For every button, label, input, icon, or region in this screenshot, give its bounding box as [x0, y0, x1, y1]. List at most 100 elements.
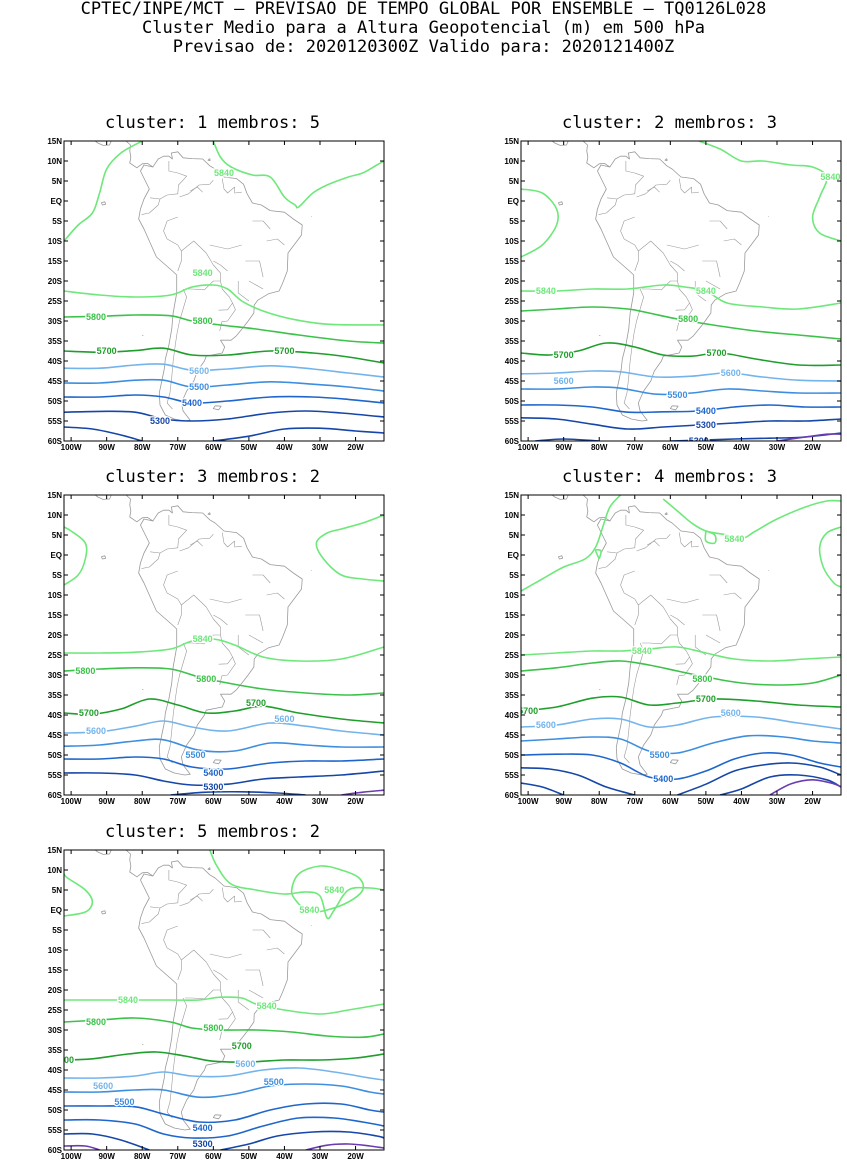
contour-line-c5600	[521, 716, 841, 729]
lat-tick-label: 15N	[47, 137, 62, 146]
lat-tick-label: 35S	[48, 691, 63, 700]
contour-line-c5600	[64, 721, 384, 735]
country-border	[692, 187, 699, 193]
lat-tick-label: 50S	[48, 397, 63, 406]
contour-label: 5600	[93, 1081, 113, 1091]
contour-line-c5840	[521, 285, 841, 309]
contour-label: 5800	[86, 312, 106, 322]
country-border	[621, 571, 639, 625]
lat-tick-label: 55S	[48, 1126, 63, 1135]
country-border	[245, 970, 263, 986]
country-border	[235, 541, 242, 547]
country-border	[252, 575, 270, 583]
country-border	[249, 281, 263, 289]
contour-line-c5300	[720, 775, 841, 795]
coastline-central-america	[570, 138, 610, 168]
contour-label: 5400	[696, 406, 716, 416]
contour-line-c5400	[64, 1117, 384, 1138]
lat-tick-label: 5S	[509, 571, 519, 580]
contour-line-c5400	[521, 405, 841, 413]
lon-tick-label: 90W	[98, 443, 115, 452]
contour-label: 5840	[257, 1001, 277, 1011]
lon-tick-label: 20W	[347, 797, 364, 806]
contour-label: 5500	[186, 750, 206, 760]
contour-label: 5800	[75, 666, 95, 676]
figure-header: CPTEC/INPE/MCT — PREVISAO DE TEMPO GLOBA…	[0, 0, 847, 57]
contour-label: 5700	[707, 348, 727, 358]
lat-tick-label: 40S	[48, 357, 63, 366]
country-border	[190, 187, 202, 192]
contour-label: 5500	[650, 750, 670, 760]
lat-tick-label: 35S	[48, 337, 63, 346]
contour-line-c5200	[306, 1144, 384, 1150]
contour-line-c5600	[64, 1068, 384, 1080]
lat-tick-label: 45S	[48, 731, 63, 740]
contour-label: 5300	[193, 1139, 213, 1149]
island	[101, 911, 105, 914]
lat-tick-label: 5S	[509, 217, 519, 226]
island	[213, 406, 221, 410]
contour-line-c5300	[521, 768, 635, 795]
lat-tick-label: 15S	[48, 611, 63, 620]
island	[101, 202, 105, 205]
lat-tick-label: 5S	[52, 217, 62, 226]
contour-line-c5300	[64, 771, 384, 785]
contour-label: 5840	[193, 268, 213, 278]
contour-line-c5500	[64, 739, 384, 752]
island	[558, 556, 562, 559]
country-border	[235, 187, 242, 193]
contour-label: 5600	[536, 720, 556, 730]
lon-tick-label: 40W	[733, 797, 750, 806]
contour-label: 5840	[214, 168, 234, 178]
contour-line-c5600	[64, 364, 384, 377]
contour-line-c5500	[64, 380, 384, 391]
country-border	[706, 635, 720, 643]
contour-label: 5700	[554, 350, 574, 360]
lon-tick-label: 60W	[662, 797, 679, 806]
contour-label: 5600	[721, 368, 741, 378]
map-cluster-5: 5840584058405840580058005700570056005600…	[40, 844, 385, 1164]
lat-tick-label: 35S	[48, 1046, 63, 1055]
lat-tick-label: 25S	[505, 651, 520, 660]
lat-tick-label: 20S	[48, 631, 63, 640]
lat-tick-label: 5N	[52, 886, 62, 895]
contour-label: 5600	[554, 376, 574, 386]
island	[558, 202, 562, 205]
country-border	[245, 261, 263, 277]
lat-tick-label: 5N	[509, 531, 519, 540]
contour-line-c5200	[64, 1146, 100, 1150]
lat-tick-label: 50S	[48, 1106, 63, 1115]
contour-label: 5840	[696, 286, 716, 296]
country-border	[267, 593, 285, 599]
island	[670, 406, 678, 410]
contour-line-c5840	[64, 527, 87, 585]
lon-tick-label: 100W	[518, 443, 539, 452]
contour-label: 5600	[721, 708, 741, 718]
country-border	[638, 595, 677, 635]
contour-label: 5400	[182, 398, 202, 408]
contour-label: 5840	[724, 534, 744, 544]
contour-label: 5800	[86, 1017, 106, 1027]
lat-tick-label: 20S	[48, 277, 63, 286]
contour-line-c5840	[316, 515, 384, 581]
country-border	[238, 635, 249, 655]
lat-tick-label: 55S	[505, 771, 520, 780]
lon-tick-label: 20W	[347, 443, 364, 452]
country-border	[599, 198, 617, 215]
contour-label: 5840	[632, 646, 652, 656]
lat-tick-label: 25S	[505, 297, 520, 306]
contour-label: 5700	[232, 1041, 252, 1051]
country-border	[667, 245, 699, 249]
coastline-central-america	[570, 492, 610, 522]
lat-tick-label: 10N	[47, 511, 62, 520]
lon-tick-label: 70W	[627, 443, 644, 452]
contour-label: 5800	[203, 1023, 223, 1033]
island	[213, 1115, 221, 1119]
contour-line-c5200	[341, 790, 384, 795]
contour-label: 5840	[299, 905, 319, 915]
contour-label: 5500	[114, 1097, 134, 1107]
lat-tick-label: 5S	[52, 571, 62, 580]
lat-tick-label: 55S	[48, 771, 63, 780]
lat-tick-label: 5N	[52, 531, 62, 540]
contour-label: 5600	[235, 1059, 255, 1069]
